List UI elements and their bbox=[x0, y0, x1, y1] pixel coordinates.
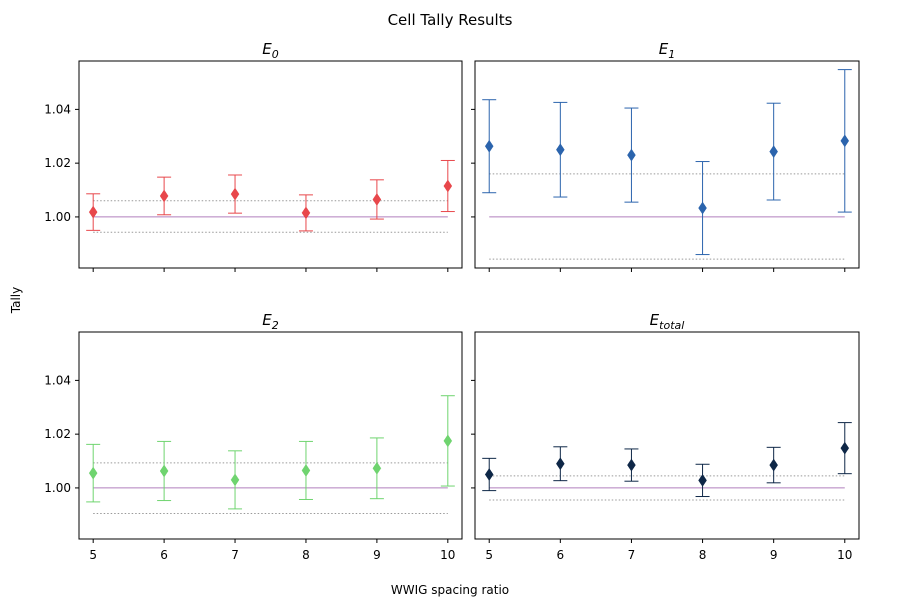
data-point bbox=[372, 461, 382, 475]
x-tick-label: 9 bbox=[770, 548, 778, 562]
y-tick-label: 1.04 bbox=[44, 102, 71, 116]
x-axis-label: WWIG spacing ratio bbox=[391, 583, 509, 597]
panel-title-subscript: 0 bbox=[272, 48, 279, 61]
panel-title-base: E bbox=[262, 311, 272, 329]
data-point bbox=[556, 143, 565, 157]
y-axis-label: Tally bbox=[9, 287, 23, 314]
data-point bbox=[698, 473, 707, 487]
panel-title-base: E bbox=[262, 40, 272, 58]
y-tick-label: 1.04 bbox=[44, 373, 71, 387]
panel-title-base: E bbox=[650, 311, 660, 329]
x-tick-label: 5 bbox=[89, 548, 97, 562]
y-tick-label: 1.02 bbox=[44, 156, 71, 170]
chart-title: Cell Tally Results bbox=[388, 11, 513, 29]
data-point bbox=[484, 139, 494, 153]
data-point bbox=[769, 145, 778, 159]
panel-title: E2 bbox=[262, 311, 278, 332]
data-point bbox=[159, 189, 169, 203]
panel-frame bbox=[78, 60, 463, 269]
panel-title-base: E bbox=[659, 40, 669, 58]
data-point bbox=[159, 464, 169, 478]
data-point bbox=[627, 148, 636, 162]
data-point bbox=[698, 201, 707, 215]
data-point bbox=[88, 205, 98, 219]
x-tick-label: 10 bbox=[440, 548, 455, 562]
panel-0: E0 1.00 1.02 1.04 bbox=[44, 40, 463, 272]
y-tick-label: 1.00 bbox=[44, 210, 71, 224]
x-tick-label: 7 bbox=[628, 548, 636, 562]
x-tick-label: 8 bbox=[699, 548, 707, 562]
panel-title-subscript: total bbox=[659, 319, 684, 332]
data-point bbox=[484, 468, 494, 481]
x-tick-label: 9 bbox=[373, 548, 381, 562]
data-point bbox=[627, 458, 636, 472]
x-tick-label: 10 bbox=[837, 548, 852, 562]
x-tick-label: 6 bbox=[557, 548, 565, 562]
y-tick-label: 1.02 bbox=[44, 427, 71, 441]
panel-2: E2 5 6 7 8 9 10 1.00 1.02 1.04 bbox=[44, 311, 463, 562]
data-point bbox=[556, 457, 565, 471]
panel-1: E1 bbox=[471, 40, 860, 272]
data-point bbox=[840, 441, 850, 455]
panel-frame bbox=[474, 331, 860, 540]
panel-frame bbox=[474, 60, 860, 269]
x-tick-label: 5 bbox=[485, 548, 493, 562]
panel-title: E1 bbox=[659, 40, 675, 61]
data-point bbox=[230, 473, 240, 487]
data-point bbox=[301, 206, 311, 220]
data-point bbox=[301, 463, 311, 477]
panel-3: Etotal 5 6 7 8 9 10 bbox=[471, 311, 860, 562]
data-point bbox=[840, 134, 850, 148]
data-point bbox=[88, 466, 98, 480]
panel-title: E0 bbox=[262, 40, 278, 61]
data-point bbox=[443, 434, 453, 448]
data-point bbox=[769, 458, 778, 472]
data-point bbox=[372, 192, 382, 206]
panel-title-subscript: 2 bbox=[272, 319, 279, 332]
y-tick-label: 1.00 bbox=[44, 481, 71, 495]
x-tick-label: 6 bbox=[160, 548, 168, 562]
data-point bbox=[443, 179, 453, 193]
panel-title: Etotal bbox=[650, 311, 685, 332]
x-tick-label: 8 bbox=[302, 548, 310, 562]
x-tick-label: 7 bbox=[231, 548, 239, 562]
data-point bbox=[230, 187, 240, 201]
panel-title-subscript: 1 bbox=[668, 48, 675, 61]
panel-frame bbox=[78, 331, 463, 540]
